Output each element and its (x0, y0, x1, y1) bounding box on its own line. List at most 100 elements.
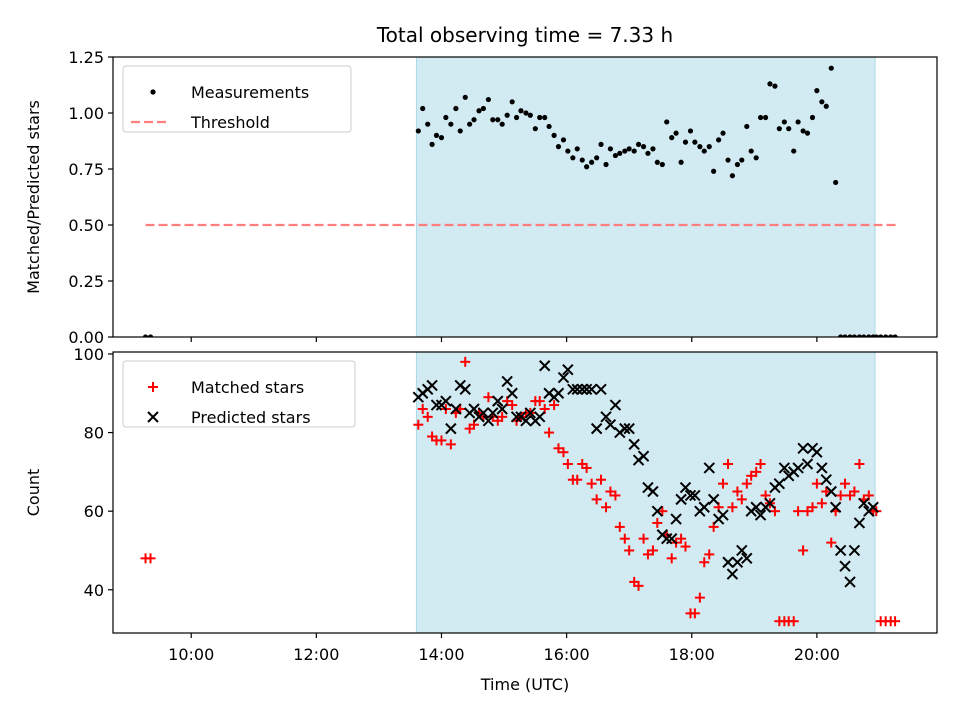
data-point (650, 146, 656, 152)
data-point-matched (788, 616, 799, 627)
data-point (673, 130, 679, 136)
data-point-matched (605, 486, 616, 497)
data-point-matched (676, 533, 687, 544)
data-point-predicted (853, 517, 866, 529)
data-point (570, 155, 576, 161)
data-point (471, 117, 477, 123)
data-point-predicted (524, 407, 537, 419)
data-point (888, 334, 894, 337)
data-point-matched (534, 396, 545, 407)
data-point-matched (807, 502, 818, 513)
data-point (873, 334, 879, 337)
legend-label: Threshold (190, 113, 270, 132)
x-tick-label: 10:00 (168, 645, 214, 664)
y-tick-label: 40 (84, 581, 104, 600)
data-point-predicted (731, 556, 744, 568)
data-point (579, 157, 585, 163)
data-point (883, 334, 889, 337)
data-point (509, 99, 515, 105)
data-point (833, 179, 839, 186)
legend-label: Measurements (191, 83, 309, 102)
data-point (607, 146, 614, 152)
data-point-predicted (585, 383, 598, 396)
data-point-matched (601, 502, 612, 513)
data-point (866, 334, 872, 337)
data-point (453, 105, 459, 112)
data-point (603, 161, 609, 168)
data-point (701, 148, 707, 154)
data-point (856, 334, 863, 337)
data-point (546, 123, 552, 130)
data-point-matched (638, 533, 649, 544)
data-point (420, 105, 426, 112)
data-point-matched (699, 557, 710, 568)
data-point (574, 146, 580, 152)
y-axis-label: Matched/Predicted stars (24, 100, 43, 294)
data-point-predicted (445, 422, 457, 435)
data-point-matched (413, 419, 424, 430)
data-point-matched (718, 478, 729, 489)
data-point-matched (689, 608, 700, 619)
data-point (772, 83, 778, 89)
data-point (147, 334, 154, 337)
data-point (781, 119, 787, 125)
legend-label: Matched stars (191, 378, 304, 397)
data-point-matched (835, 490, 846, 501)
data-point (635, 141, 642, 147)
observing-window-shade (415, 351, 876, 634)
data-point-predicted (619, 422, 631, 435)
data-point-matched (610, 490, 621, 501)
data-point-matched (811, 478, 822, 489)
data-point-predicted (533, 411, 546, 423)
data-point (612, 152, 619, 159)
data-point (438, 135, 445, 141)
data-point-matched (445, 439, 456, 450)
data-point (814, 88, 820, 94)
data-point-predicted (666, 532, 678, 545)
data-point (433, 132, 440, 138)
data-point (631, 148, 637, 154)
data-point (584, 164, 590, 170)
data-point (682, 139, 689, 145)
data-point-matched (741, 478, 752, 489)
data-point (892, 334, 898, 337)
data-point (457, 128, 463, 134)
data-point-predicted (679, 481, 692, 494)
x-tick-label: 14:00 (418, 645, 464, 664)
data-point-matched (727, 502, 738, 513)
data-point-predicted (651, 505, 664, 517)
x-tick-label: 16:00 (544, 645, 590, 664)
data-point-predicted (698, 501, 710, 513)
data-point-predicted (736, 544, 748, 557)
data-point-predicted (487, 407, 499, 419)
data-point-matched (483, 392, 494, 403)
data-point-matched (657, 506, 668, 517)
data-point-predicted (839, 560, 851, 572)
data-point-predicted (829, 501, 842, 513)
data-point-predicted (430, 399, 443, 411)
data-point (878, 334, 884, 337)
data-point-predicted (689, 489, 701, 502)
data-point-matched (647, 545, 658, 556)
data-point-predicted (567, 383, 579, 396)
data-point-matched (562, 459, 573, 470)
data-point-predicted (778, 462, 791, 474)
data-point-predicted (754, 509, 767, 521)
data-point (523, 110, 529, 116)
data-point-predicted (492, 395, 504, 407)
data-point-predicted (501, 375, 513, 388)
data-point (838, 334, 844, 337)
data-point-matched (581, 462, 592, 473)
data-point-predicted (773, 477, 786, 490)
data-point-predicted (834, 544, 847, 557)
data-point-predicted (576, 383, 588, 396)
data-point-matched (854, 459, 865, 470)
data-point (786, 126, 792, 132)
data-point (842, 334, 848, 337)
data-point (532, 126, 538, 132)
data-point-predicted (539, 360, 551, 372)
data-point (795, 119, 801, 125)
data-point (711, 168, 717, 174)
data-point-matched (614, 521, 625, 532)
